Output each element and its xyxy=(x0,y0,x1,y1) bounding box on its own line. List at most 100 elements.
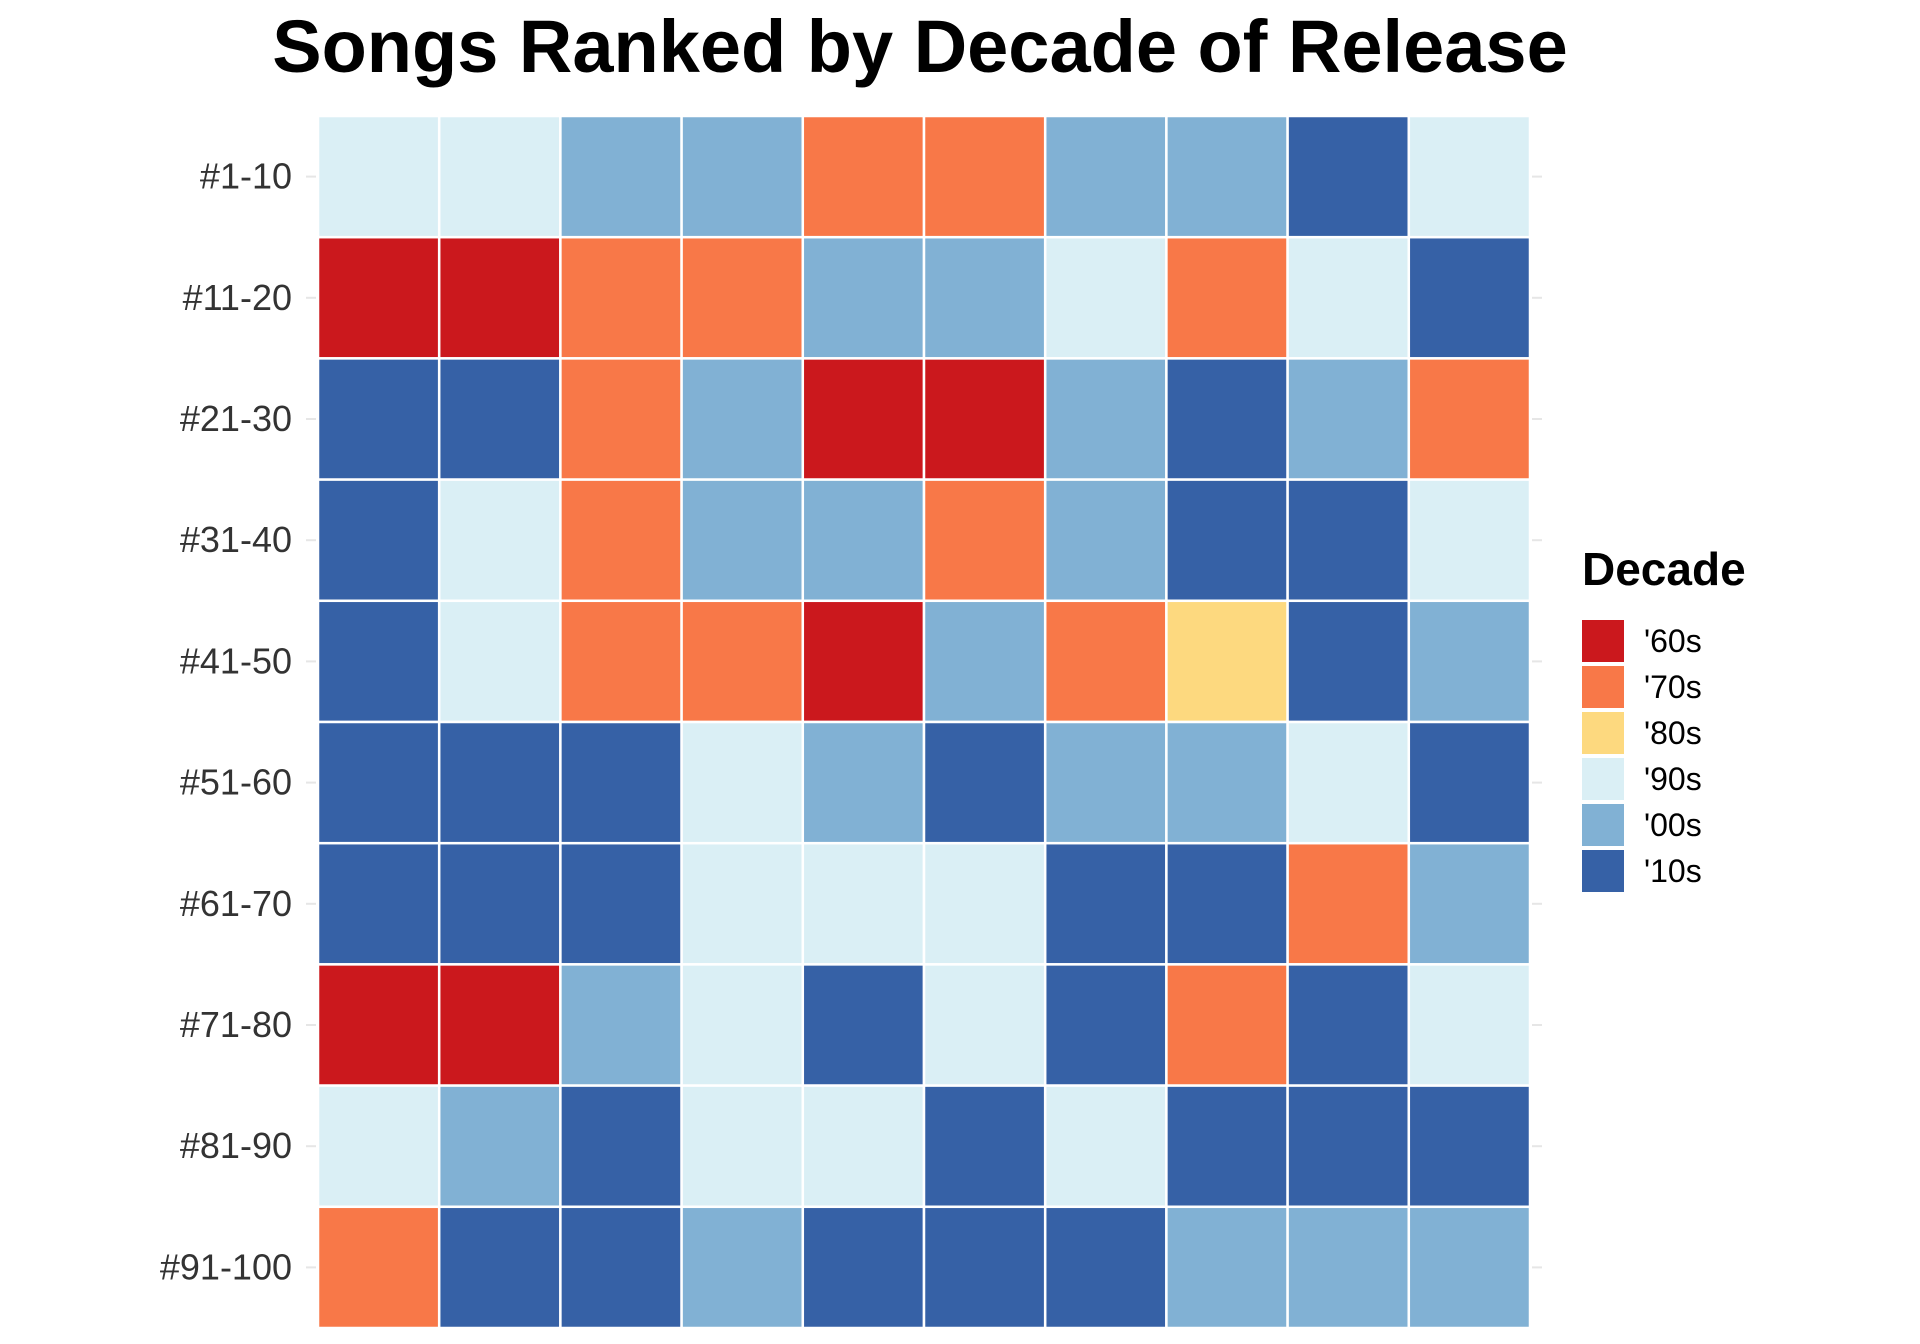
legend-label: '80s xyxy=(1644,715,1702,751)
y-tick-label: #41-50 xyxy=(180,640,292,681)
heatmap-cell xyxy=(1286,235,1411,360)
heatmap-cell xyxy=(922,720,1047,845)
heatmap-cell xyxy=(801,1084,926,1209)
heatmap-cell xyxy=(801,357,926,481)
heatmap-cell xyxy=(437,357,562,481)
heatmap-cell xyxy=(801,114,926,239)
heatmap-cell xyxy=(1407,357,1532,481)
heatmap-cell xyxy=(922,963,1047,1087)
heatmap-cell xyxy=(922,478,1047,603)
y-tick-label: #81-90 xyxy=(180,1125,292,1166)
heatmap-cell xyxy=(1165,235,1289,360)
heatmap-cell xyxy=(922,1205,1047,1330)
heatmap-cell xyxy=(316,478,441,603)
heatmap-cell xyxy=(559,478,683,603)
heatmap-cell xyxy=(922,235,1047,360)
heatmap-cell xyxy=(559,599,683,724)
heatmap-cell xyxy=(1165,1205,1289,1330)
heatmap-cell xyxy=(316,1205,441,1330)
legend-label: '10s xyxy=(1644,853,1702,889)
heatmap-cell xyxy=(316,963,441,1087)
heatmap-cell xyxy=(1043,478,1168,603)
heatmap-cell xyxy=(437,114,562,239)
heatmap-cell xyxy=(680,599,805,724)
heatmap-cell xyxy=(1043,357,1168,481)
y-tick-label: #61-70 xyxy=(180,883,292,924)
y-tick-label: #51-60 xyxy=(180,762,292,803)
heatmap-cell xyxy=(316,599,441,724)
heatmap-cell xyxy=(801,720,926,845)
heatmap-cell xyxy=(680,478,805,603)
heatmap-cell xyxy=(922,357,1047,481)
heatmap-cell xyxy=(922,599,1047,724)
heatmap-cell xyxy=(1043,841,1168,966)
heatmap-cell xyxy=(559,720,683,845)
heatmap-cell xyxy=(801,963,926,1087)
y-tick-label: #91-100 xyxy=(160,1246,292,1287)
heatmap-cell xyxy=(1286,478,1411,603)
heatmap-cell xyxy=(1286,599,1411,724)
heatmap-cell xyxy=(680,357,805,481)
heatmap-cell xyxy=(1407,599,1532,724)
heatmap-cell xyxy=(922,1084,1047,1209)
heatmap-cell xyxy=(1043,1084,1168,1209)
heatmap-cell xyxy=(680,1084,805,1209)
heatmap-cell xyxy=(1043,963,1168,1087)
legend-entries: '60s '70s '80s '90s '00s '10s xyxy=(1582,620,1702,892)
heatmap-cell xyxy=(1286,841,1411,966)
heatmap-cell xyxy=(1043,599,1168,724)
heatmap-cell xyxy=(559,841,683,966)
heatmap-cell xyxy=(1165,357,1289,481)
heatmap-cell xyxy=(1407,478,1532,603)
heatmap-cell xyxy=(1286,963,1411,1087)
heatmap-cell xyxy=(680,963,805,1087)
heatmap-cell xyxy=(316,114,441,239)
heatmap-cell xyxy=(1165,1084,1289,1209)
heatmap-cell xyxy=(559,1205,683,1330)
legend: Decade '60s '70s '80s '90s '00s '10s xyxy=(1582,543,1746,892)
y-tick-label: #21-30 xyxy=(180,398,292,439)
heatmap-cell xyxy=(437,720,562,845)
heatmap-cell xyxy=(316,235,441,360)
heatmap-cell xyxy=(1286,357,1411,481)
heatmap-cell xyxy=(559,1084,683,1209)
heatmap-cell xyxy=(801,478,926,603)
heatmap-cell xyxy=(437,1205,562,1330)
heatmap-cell xyxy=(437,841,562,966)
heatmap-cell xyxy=(1407,841,1532,966)
heatmap-cell xyxy=(437,235,562,360)
heatmap-cells xyxy=(316,114,1532,1330)
heatmap-cell xyxy=(316,357,441,481)
heatmap-cell xyxy=(559,114,683,239)
y-axis-labels: #1-10 #11-20 #21-30 #31-40 #41-50 #51-60 #61-7… xyxy=(160,156,1542,1287)
heatmap-cell xyxy=(1407,235,1532,360)
heatmap-cell xyxy=(680,114,805,239)
heatmap-cell xyxy=(1286,114,1411,239)
heatmap-cell xyxy=(1165,841,1289,966)
legend-label: '60s xyxy=(1644,623,1702,659)
heatmap-cell xyxy=(1407,1084,1532,1209)
heatmap-cell xyxy=(1043,720,1168,845)
legend-swatch xyxy=(1582,804,1624,846)
heatmap-cell xyxy=(316,841,441,966)
heatmap-cell xyxy=(1165,599,1289,724)
heatmap-cell xyxy=(922,841,1047,966)
heatmap-cell xyxy=(801,235,926,360)
heatmap-cell xyxy=(437,963,562,1087)
heatmap-cell xyxy=(1407,1205,1532,1330)
heatmap-cell xyxy=(316,720,441,845)
heatmap-cell xyxy=(1286,720,1411,845)
heatmap-cell xyxy=(680,841,805,966)
heatmap-cell xyxy=(801,841,926,966)
y-tick-label: #71-80 xyxy=(180,1004,292,1045)
legend-swatch xyxy=(1582,712,1624,754)
heatmap-cell xyxy=(316,1084,441,1209)
heatmap-cell xyxy=(922,114,1047,239)
heatmap-cell xyxy=(1407,963,1532,1087)
legend-swatch xyxy=(1582,666,1624,708)
heatmap-cell xyxy=(1165,963,1289,1087)
heatmap-cell xyxy=(559,357,683,481)
y-tick-label: #11-20 xyxy=(183,277,292,318)
heatmap-cell xyxy=(559,963,683,1087)
